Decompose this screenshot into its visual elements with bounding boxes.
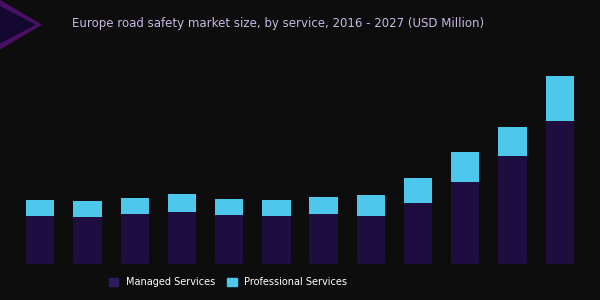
Bar bbox=[168, 194, 196, 211]
Polygon shape bbox=[0, 0, 42, 50]
Bar bbox=[498, 156, 527, 264]
Bar bbox=[310, 214, 338, 264]
Bar bbox=[262, 200, 290, 216]
Bar bbox=[451, 182, 479, 264]
Bar bbox=[215, 199, 244, 215]
Bar bbox=[404, 203, 432, 264]
Bar bbox=[73, 218, 102, 264]
Polygon shape bbox=[0, 6, 36, 43]
Bar bbox=[121, 198, 149, 214]
Bar bbox=[26, 216, 55, 264]
Bar bbox=[121, 214, 149, 264]
Bar bbox=[356, 216, 385, 264]
Bar bbox=[215, 215, 244, 264]
Bar bbox=[498, 127, 527, 156]
Bar bbox=[356, 195, 385, 216]
Bar bbox=[404, 178, 432, 203]
Bar bbox=[262, 216, 290, 264]
Bar bbox=[73, 201, 102, 218]
Bar bbox=[310, 197, 338, 214]
Bar bbox=[26, 200, 55, 216]
Legend: Managed Services, Professional Services: Managed Services, Professional Services bbox=[104, 273, 352, 291]
Bar bbox=[545, 76, 574, 121]
Bar bbox=[451, 152, 479, 182]
Bar bbox=[545, 121, 574, 264]
Bar bbox=[168, 212, 196, 264]
Text: Europe road safety market size, by service, 2016 - 2027 (USD Million): Europe road safety market size, by servi… bbox=[72, 17, 484, 30]
